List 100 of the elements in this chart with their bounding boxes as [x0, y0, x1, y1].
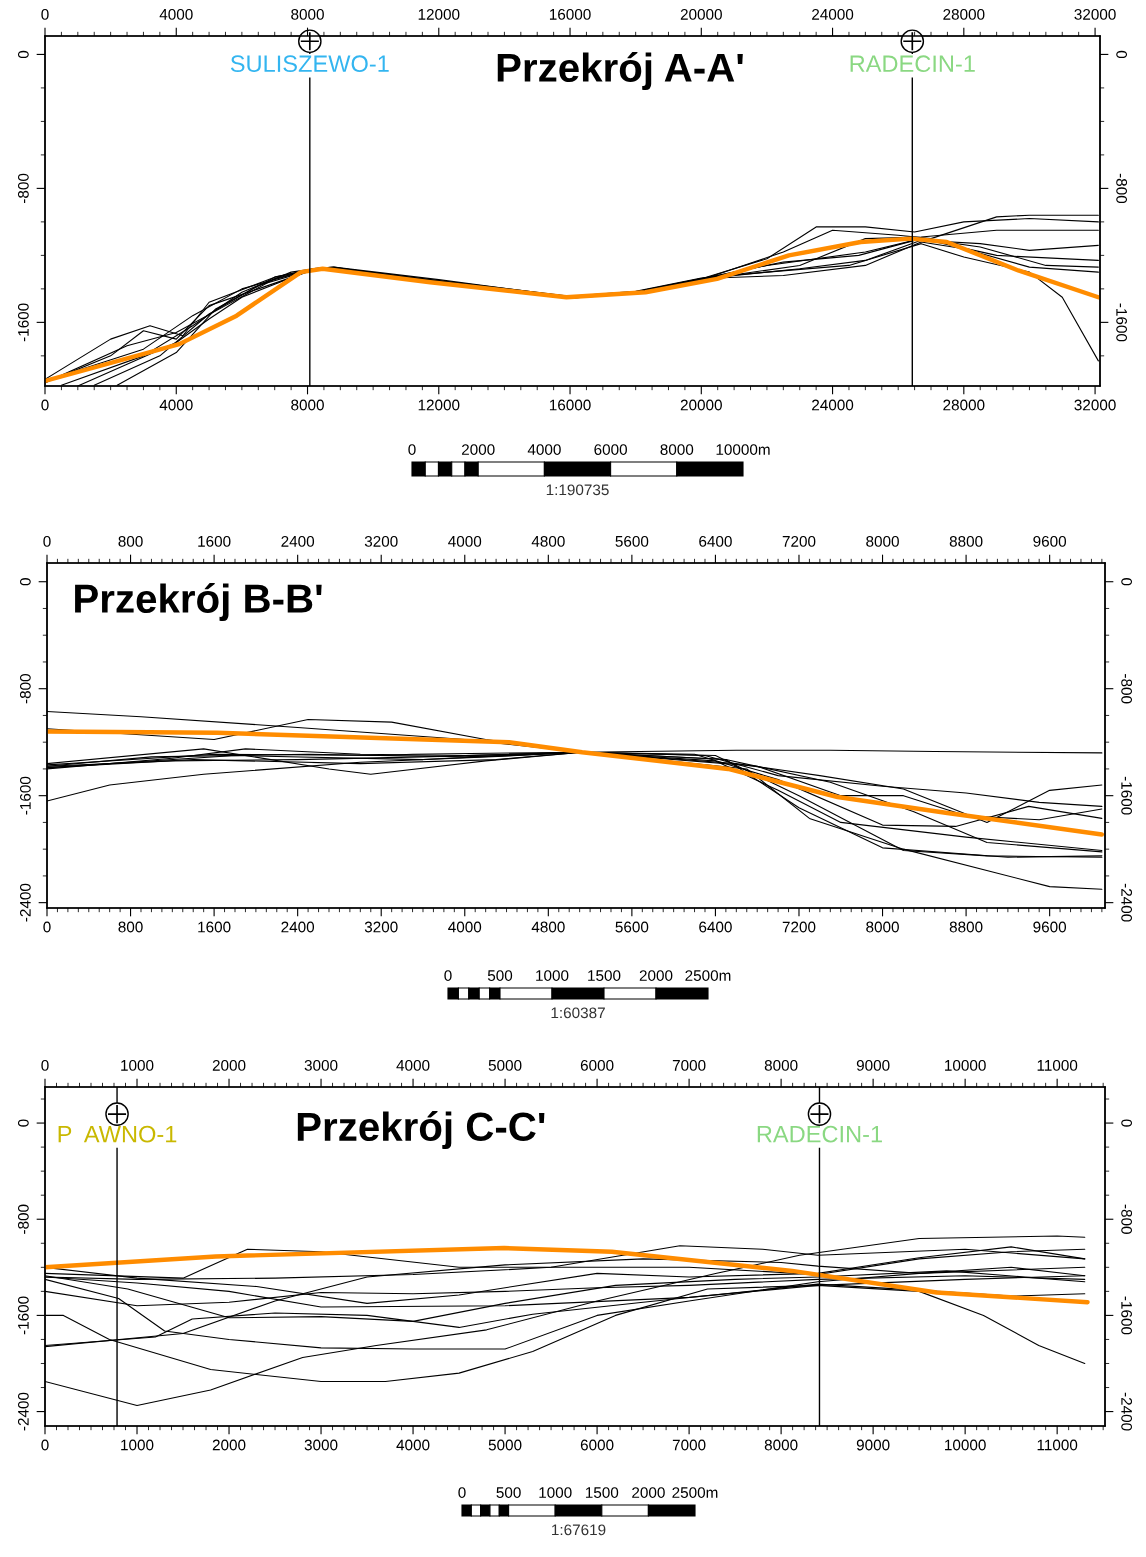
- y-tick-label: 0: [17, 50, 29, 59]
- x-tick-label: 6400: [699, 921, 732, 933]
- x-tick-label: 24000: [812, 399, 854, 411]
- x-tick-label: 4000: [159, 399, 193, 411]
- x-tick-label: 800: [118, 921, 143, 933]
- x-tick-label: 4000: [396, 1439, 430, 1451]
- x2-tick-label: 8800: [949, 535, 983, 547]
- x-tick-label: 9600: [1033, 921, 1067, 933]
- x-tick-label: 12000: [418, 399, 460, 411]
- x-tick-label: 16000: [549, 399, 591, 411]
- text: 0: [444, 970, 452, 981]
- y-tick-label: -1600: [17, 1296, 29, 1335]
- x-tick-label: 1000: [121, 1439, 154, 1451]
- x2-tick-label: 8000: [866, 535, 899, 547]
- text: 10000m: [716, 444, 770, 455]
- x2-tick-label: 16000: [549, 8, 591, 20]
- y2-tick-label: -800: [1121, 674, 1133, 704]
- chart-title: Przekrój A-A': [497, 52, 743, 90]
- x-tick-label: 6000: [580, 1439, 614, 1451]
- y2-tick-label: -1600: [1116, 303, 1128, 342]
- x2-tick-label: 2400: [281, 535, 315, 547]
- text: 0: [408, 444, 416, 455]
- x2-tick-label: 3000: [304, 1059, 338, 1071]
- x2-tick-label: 4800: [531, 535, 565, 547]
- x2-tick-label: 7000: [672, 1059, 706, 1071]
- x2-tick-label: 800: [118, 535, 143, 547]
- x-tick-label: 8000: [866, 921, 899, 933]
- y-tick-label: 0: [19, 578, 31, 586]
- x-tick-label: 4000: [448, 921, 482, 933]
- x2-tick-label: 2000: [212, 1059, 246, 1071]
- x2-tick-label: 1000: [121, 1059, 154, 1071]
- text: 1000: [536, 970, 569, 981]
- text: 2500m: [685, 970, 731, 981]
- y-tick-label: -800: [17, 1204, 29, 1234]
- text: Przekrój C-C': [297, 1111, 545, 1149]
- x2-tick-label: 5600: [615, 535, 649, 547]
- x2-tick-label: 6400: [699, 535, 732, 547]
- x-tick-label: 7200: [782, 921, 816, 933]
- x2-tick-label: 32000: [1074, 8, 1116, 20]
- y-tick-label: -2400: [19, 883, 31, 922]
- text: 4000: [527, 444, 561, 455]
- y2-tick-label: 0: [1121, 1119, 1133, 1127]
- x2-tick-label: 10000: [945, 1059, 986, 1071]
- x2-tick-label: 0: [41, 8, 49, 20]
- y2-tick-label: -1600: [1121, 1296, 1133, 1335]
- text: 1500: [585, 1487, 619, 1498]
- text: 2000: [461, 444, 495, 455]
- x2-tick-label: 5000: [488, 1059, 522, 1071]
- x2-tick-label: 9000: [856, 1059, 890, 1071]
- text: 500: [496, 1487, 521, 1498]
- x-tick-label: 1600: [198, 921, 231, 933]
- x2-tick-label: 3200: [364, 535, 398, 547]
- x2-tick-label: 6000: [580, 1059, 614, 1071]
- y-tick-label: -800: [17, 173, 29, 203]
- x-tick-label: 28000: [943, 399, 985, 411]
- text: 1:67619: [552, 1524, 606, 1536]
- ref-line-label: P AWNO-1: [58, 1125, 177, 1143]
- y2-tick-label: -1600: [1121, 776, 1133, 815]
- x2-tick-label: 0: [43, 535, 51, 547]
- text: 2500m: [672, 1487, 718, 1498]
- x2-tick-label: 28000: [943, 8, 985, 20]
- ref-line-label: RADECIN-1: [850, 55, 975, 73]
- x2-tick-label: 9600: [1033, 535, 1067, 547]
- text: 1500: [588, 970, 621, 981]
- text: 2000: [632, 1487, 665, 1498]
- text: 2000: [639, 970, 673, 981]
- x-tick-label: 9000: [856, 1439, 890, 1451]
- y-tick-label: -800: [19, 674, 31, 704]
- x2-tick-label: 8000: [291, 8, 324, 20]
- x2-tick-label: 20000: [680, 8, 722, 20]
- x-tick-label: 4800: [531, 921, 565, 933]
- x-tick-label: 20000: [680, 399, 722, 411]
- x-tick-label: 5600: [615, 921, 649, 933]
- text: 1:190735: [546, 484, 609, 496]
- y2-tick-label: 0: [1116, 50, 1128, 59]
- ref-line-label: RADECIN-1: [757, 1125, 882, 1143]
- x2-tick-label: 12000: [418, 8, 460, 20]
- x-tick-label: 8000: [291, 399, 324, 411]
- ref-line-label: SULISZEWO-1: [230, 55, 389, 73]
- x-tick-label: 3000: [304, 1439, 338, 1451]
- x-tick-label: 32000: [1074, 399, 1116, 411]
- y-tick-label: 0: [17, 1119, 29, 1127]
- x-tick-label: 8800: [949, 921, 983, 933]
- text: 0: [458, 1487, 466, 1498]
- x2-tick-label: 24000: [812, 8, 854, 20]
- x2-tick-label: 7200: [782, 535, 816, 547]
- x-tick-label: 0: [43, 921, 51, 933]
- text: 8000: [660, 444, 694, 455]
- chart-title: Przekrój B-B': [75, 583, 322, 621]
- x2-tick-label: 8000: [764, 1059, 798, 1071]
- y2-tick-label: -800: [1121, 1204, 1133, 1234]
- x2-tick-label: 0: [41, 1059, 49, 1071]
- y2-tick-label: -2400: [1121, 1392, 1133, 1431]
- y-tick-label: -2400: [17, 1392, 29, 1431]
- x-tick-label: 5000: [488, 1439, 522, 1451]
- x-tick-label: 3200: [364, 921, 398, 933]
- y2-tick-label: -800: [1116, 173, 1128, 204]
- x-tick-label: 10000: [945, 1439, 986, 1451]
- x2-tick-label: 4000: [396, 1059, 430, 1071]
- x-tick-label: 0: [41, 399, 49, 411]
